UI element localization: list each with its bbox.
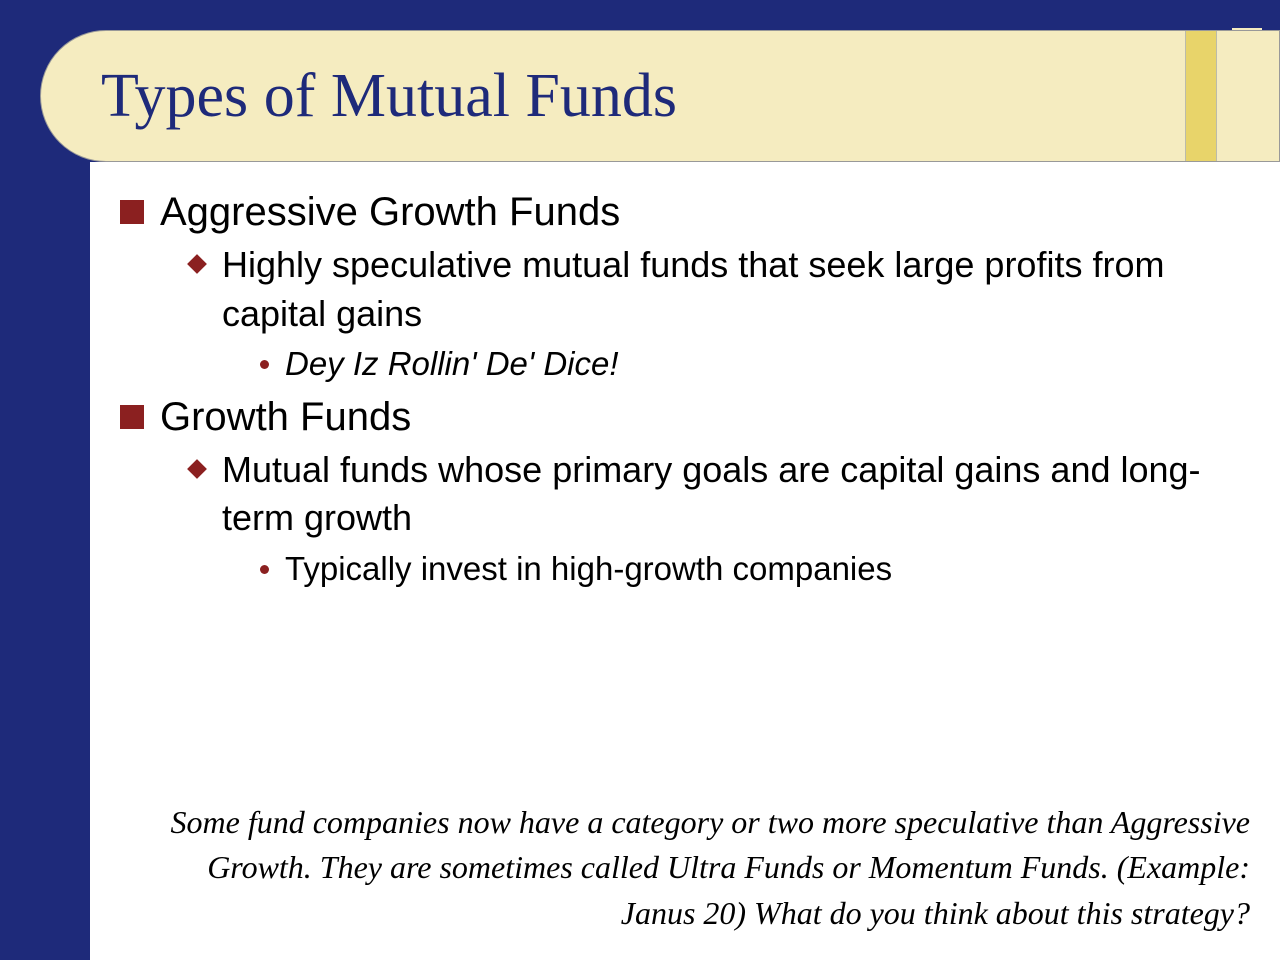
bullet-text: Aggressive Growth Funds	[160, 190, 620, 235]
bullet-level3: Typically invest in high-growth companie…	[260, 547, 1250, 592]
diamond-bullet-icon	[187, 459, 207, 479]
dot-bullet-icon	[260, 360, 269, 369]
bullet-text: Highly speculative mutual funds that see…	[222, 241, 1250, 338]
bullet-text: Dey Iz Rollin' De' Dice!	[285, 342, 619, 387]
footer-note: Some fund companies now have a category …	[170, 800, 1250, 936]
bullet-text: Typically invest in high-growth companie…	[285, 547, 892, 592]
bullet-text: Growth Funds	[160, 395, 411, 440]
dot-bullet-icon	[260, 565, 269, 574]
slide-title: Types of Mutual Funds	[101, 61, 677, 132]
content-area: Aggressive Growth Funds Highly speculati…	[90, 162, 1280, 960]
diamond-bullet-icon	[187, 254, 207, 274]
bullet-level2: Mutual funds whose primary goals are cap…	[190, 446, 1250, 543]
bullet-level3: Dey Iz Rollin' De' Dice!	[260, 342, 1250, 387]
title-bar: Types of Mutual Funds	[40, 30, 1280, 162]
bullet-text: Mutual funds whose primary goals are cap…	[222, 446, 1250, 543]
bullet-level2: Highly speculative mutual funds that see…	[190, 241, 1250, 338]
title-accent	[1185, 31, 1217, 161]
square-bullet-icon	[120, 200, 144, 224]
square-bullet-icon	[120, 405, 144, 429]
bullet-level1: Growth Funds	[120, 395, 1250, 440]
bullet-level1: Aggressive Growth Funds	[120, 190, 1250, 235]
